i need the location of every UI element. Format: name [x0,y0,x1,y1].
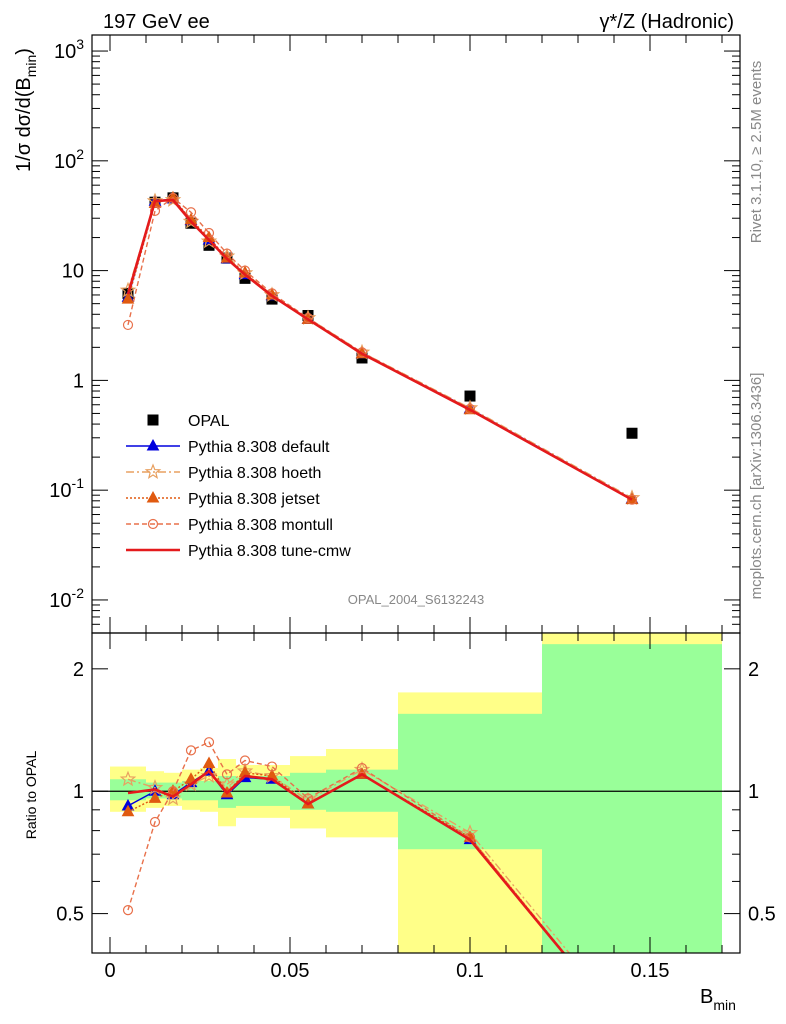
series-pythia-8-308-default [121,191,639,504]
opal-data-point [464,390,476,402]
ratio-stat-band [398,713,542,850]
main-ytick-label: 1 [73,370,84,392]
main-ylabel: 1/σ dσ/d(Bmin) [13,48,39,172]
series-marker [122,319,134,331]
ratio-series-marker [185,745,197,756]
opal-data-point [626,427,638,439]
xlabel: Bmin [700,986,736,1013]
opal-data-point [203,239,215,251]
ratio-ytick-label-right: 1 [748,781,759,803]
ratio-series-marker [221,769,233,780]
main-ytick-label: 102 [54,146,84,173]
series-marker [182,212,200,229]
series-marker [626,494,638,505]
legend-entry: Pythia 8.308 montull [126,517,333,534]
ratio-stat-band [110,779,146,801]
series-marker [203,227,215,239]
xtick-label: 0.15 [631,960,670,982]
main-ytick-label: 10-1 [49,475,84,502]
legend-entry: Pythia 8.308 tune-cmw [126,543,351,560]
ratio-series-marker [164,789,182,806]
ratio-series-marker [148,791,162,803]
ratio-ylabel: Ratio to OPAL [23,751,39,840]
series-marker [302,312,314,324]
ratio-stat-band [542,644,722,953]
legend-entry: Pythia 8.308 jetset [126,490,320,508]
ratio-series-marker [121,804,135,817]
ratio-ytick-label: 1 [73,781,84,803]
xtick-label: 0.1 [456,960,484,982]
legend: OPAL Pythia 8.308 default Pythia 8.308 hoe… [126,413,351,560]
legend-label: OPAL [188,413,230,430]
ratio-series-marker [122,905,134,916]
ratio-series-marker [266,761,278,772]
main-ytick-label: 10-2 [49,585,84,612]
svg-text:1/σ dσ/d(Bmin): 1/σ dσ/d(Bmin) [13,48,39,172]
series-marker [200,232,218,249]
ratio-series-marker [203,737,215,748]
svg-text:Bmin: Bmin [700,986,736,1013]
ratio-stat-band [200,780,218,801]
legend-label: Pythia 8.308 hoeth [188,465,321,482]
main-ytick-label: 103 [54,36,84,63]
legend-marker [147,518,159,530]
legend-entry: OPAL [147,413,230,430]
series-marker [167,192,179,203]
ratio-series-marker [202,756,216,768]
series-pythia-8-308-montull [122,192,638,505]
side-text-bottom: mcplots.cern.ch [arXiv:1306.3436] [748,373,765,600]
series-line [126,198,633,501]
ratio-ytick-label: 2 [73,659,84,681]
legend-marker [144,463,162,480]
ratio-series-line [127,769,566,953]
series-pythia-8-308-jetset [121,190,639,505]
legend-label: Pythia 8.308 default [188,439,330,456]
legend-label: Pythia 8.308 jetset [188,491,320,508]
series-marker [121,292,135,304]
main-panel: 10-2 10-1 1 10 102 103 [49,34,741,634]
legend-marker [146,438,160,451]
xtick-label: 0.05 [271,960,310,982]
series-marker [185,207,197,218]
legend-marker [146,490,160,503]
series-pythia-8-308-hoeth [119,191,641,505]
legend-label: Pythia 8.308 tune-cmw [188,543,351,560]
header-left: 197 GeV ee [103,11,210,33]
main-ytick-label: 10 [62,261,84,283]
legend-entry: Pythia 8.308 hoeth [126,463,321,482]
side-text-top: Rivet 3.1.10, ≥ 2.5M events [748,61,765,244]
series-marker [149,205,161,216]
ratio-panel: 0 0.05 0.1 0.15 0.5 0.5 1 1 2 2 [56,632,776,982]
ratio-series-marker [356,762,368,774]
ratio-series-marker [119,770,137,787]
ratio-frame [91,632,741,954]
series-pythia-8-308-tune-cmw [126,198,633,501]
xtick-label: 0 [104,960,115,982]
ratio-series-marker [149,816,161,828]
header-right: γ*/Z (Hadronic) [600,11,734,33]
analysis-label: OPAL_2004_S6132243 [348,592,484,607]
ratio-series-marker [239,755,251,766]
ratio-ytick-label: 0.5 [56,904,84,926]
ratio-ytick-label-right: 2 [748,659,759,681]
ratio-ytick-label-right: 0.5 [748,904,776,926]
ratio-series-pythia-8-308-tune-cmw [127,769,566,953]
legend-label: Pythia 8.308 montull [188,517,333,534]
legend-entry: Pythia 8.308 default [126,438,330,456]
legend-marker [147,414,159,426]
